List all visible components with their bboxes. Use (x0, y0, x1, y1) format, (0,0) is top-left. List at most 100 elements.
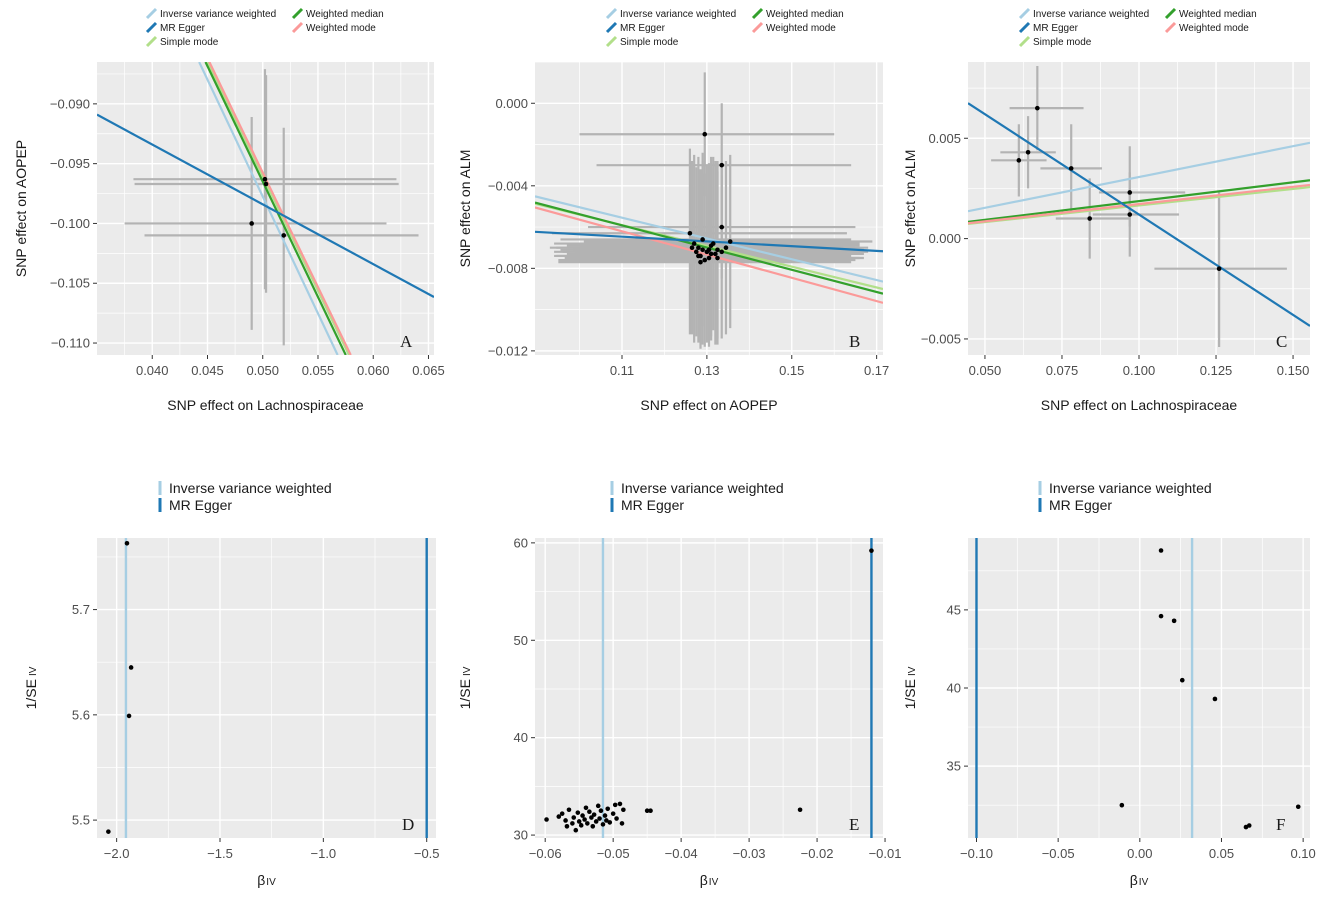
legend-item-inverse-variance-weighted: Inverse variance weighted (610, 480, 784, 496)
data-point (573, 827, 579, 833)
data-point (605, 806, 611, 812)
data-point (1295, 804, 1301, 810)
data-point (249, 221, 254, 226)
data-point (715, 247, 720, 253)
x-axis-title: βIV (257, 872, 276, 888)
legend-item-simple-mode: Simple mode (145, 35, 219, 48)
data-point (610, 811, 616, 816)
x-tick-label: 0.075 (1046, 363, 1079, 378)
data-point (1035, 105, 1040, 111)
plot-content (968, 66, 1310, 347)
x-tick-label: 0.00 (1127, 846, 1152, 861)
legend-key (605, 21, 618, 34)
plot-content (97, 62, 434, 355)
legend-item-inverse-variance-weighted: Inverse variance weighted (1018, 7, 1149, 20)
line-weighted-mode (208, 62, 352, 355)
data-point (691, 241, 697, 246)
data-point (598, 808, 604, 814)
legend-key (291, 21, 304, 34)
x-tick-label: 0.055 (302, 363, 335, 378)
data-point (698, 259, 703, 265)
data-point (687, 230, 693, 236)
legend-key (1164, 7, 1177, 20)
legend-label: MR Egger (160, 23, 206, 34)
y-axis-title: 1/SEIV (457, 666, 473, 709)
data-point (621, 807, 626, 813)
y-tick-label: −0.105 (50, 276, 90, 291)
data-point (544, 817, 549, 822)
plot-content (106, 538, 428, 838)
line-mr-egger (535, 230, 883, 253)
y-tick-label: −0.008 (488, 261, 528, 276)
panel-letter: F (1276, 815, 1285, 834)
x-axis-title: SNP effect on Lachnospiraceae (167, 397, 364, 413)
data-point (617, 801, 623, 807)
legend-label: Weighted mode (766, 23, 836, 34)
legend-key (1018, 21, 1031, 34)
data-point (106, 829, 111, 834)
data-point (648, 808, 653, 814)
legend-item-simple-mode: Simple mode (605, 35, 679, 48)
data-point (585, 821, 590, 826)
x-tick-label: 0.13 (694, 363, 719, 378)
data-point (1127, 190, 1133, 195)
panel-letter: C (1276, 332, 1287, 351)
legend: Inverse variance weighted MR Egger Simple … (605, 7, 844, 48)
data-point (1016, 158, 1022, 163)
data-point (696, 253, 701, 259)
line-weighted-mode (535, 206, 883, 304)
x-tick-label: −0.05 (597, 846, 630, 861)
data-point (715, 255, 720, 261)
line-weighted-mode (968, 183, 1310, 225)
data-point (570, 821, 575, 826)
x-tick-label: 0.15 (779, 363, 804, 378)
y-tick-label: −0.004 (488, 178, 528, 193)
data-point (797, 807, 803, 813)
x-tick-label: 0.065 (412, 363, 445, 378)
legend-label: Inverse variance weighted (160, 9, 276, 20)
legend-key (145, 21, 158, 34)
x-tick-label: −0.5 (414, 846, 440, 861)
panel-a: 0.040 0.045 0.050 0.055 0.060 0.065 −0.090 −0.0… (13, 7, 445, 413)
line-weighted-median (204, 62, 347, 355)
legend-item-mr-egger: MR Egger (145, 21, 206, 34)
y-tick-label: 35 (947, 759, 961, 774)
x-tick-label: −0.06 (529, 846, 562, 861)
plot-background (97, 538, 436, 838)
legend-label: Inverse variance weighted (621, 480, 784, 496)
legend-label: MR Egger (169, 497, 232, 513)
y-axis-title: SNP effect on AOPEP (13, 140, 29, 277)
data-point (602, 813, 608, 818)
legend-label: Weighted median (306, 9, 384, 20)
legend-key (751, 21, 764, 34)
legend: Inverse variance weighted MR Egger Simple … (145, 7, 384, 48)
legend-label: Weighted median (1179, 9, 1257, 20)
line-inverse-variance-weighted (535, 195, 883, 283)
y-axis-title: SNP effect on ALM (902, 150, 918, 268)
legend-label: MR Egger (1033, 23, 1079, 34)
legend-key (1018, 7, 1031, 20)
y-tick-label: −0.012 (488, 343, 528, 358)
x-tick-label: 0.05 (1209, 846, 1234, 861)
data-point (595, 803, 601, 809)
data-point (612, 802, 618, 808)
legend-key (1018, 35, 1031, 48)
legend-label: Inverse variance weighted (620, 9, 736, 20)
data-point (580, 813, 585, 818)
data-point (644, 808, 650, 814)
legend-item-weighted-median: Weighted median (1164, 7, 1257, 20)
data-point (1127, 212, 1133, 217)
data-point (719, 249, 725, 255)
plot-background (535, 538, 883, 838)
data-point (593, 819, 599, 824)
x-tick-label: 0.11 (610, 363, 634, 378)
line-simple-mode (206, 62, 350, 355)
legend-item-mr-egger: MR Egger (1018, 21, 1079, 34)
data-point (559, 811, 565, 816)
y-tick-label: −0.005 (921, 331, 961, 346)
data-point (1158, 613, 1164, 619)
